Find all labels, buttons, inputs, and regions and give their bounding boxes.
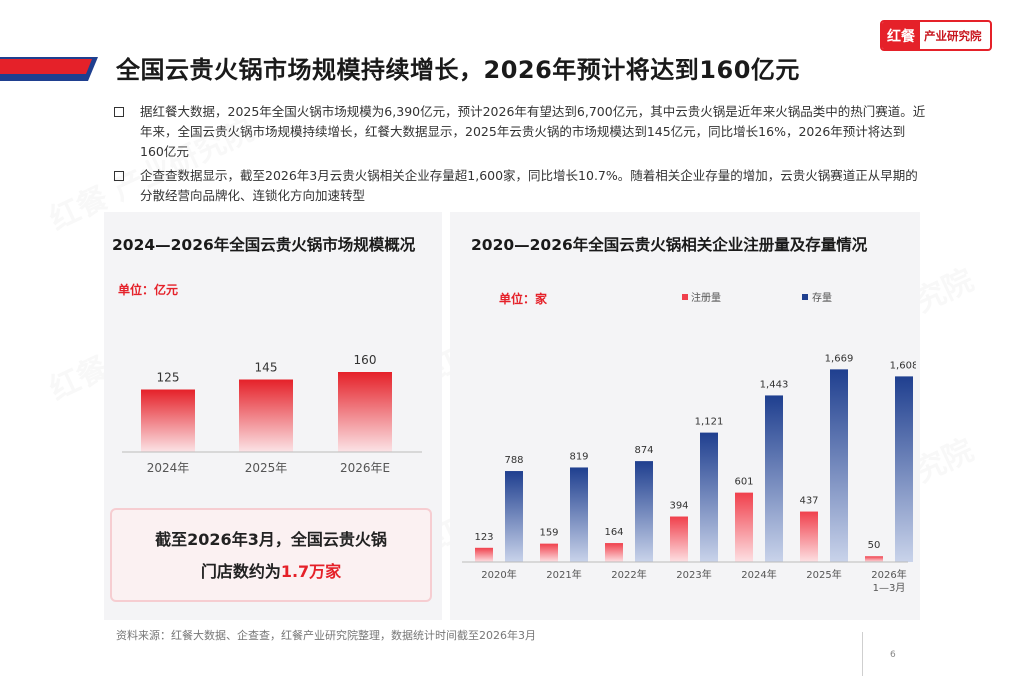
legend-stock-label: 存量: [812, 291, 832, 304]
stock-value-label: 819: [569, 451, 588, 462]
market-size-chart: 125 2024年 145 2025年 160 2026年E: [122, 353, 422, 475]
stock-bar: [765, 395, 783, 562]
registrations-value-label: 394: [669, 501, 688, 512]
bullet-text: 企查查数据显示，截至2026年3月云贵火锅相关企业存量超1,600家，同比增长1…: [140, 168, 918, 203]
market-size-value-label: 125: [157, 371, 180, 385]
registrations-bar: [670, 516, 688, 562]
callout-prefix: 门店数约为: [200, 562, 281, 581]
registrations-bar: [735, 492, 753, 562]
footer-divider: [862, 632, 863, 676]
market-size-value-label: 145: [255, 361, 278, 375]
market-size-bar: [338, 372, 392, 452]
logo-mark: 红餐: [882, 22, 920, 49]
stock-bar: [700, 432, 718, 562]
title-accent-bar: [0, 57, 98, 81]
market-size-chart-title: 2024—2026年全国云贵火锅市场规模概况: [112, 236, 416, 254]
enterprise-chart: 注册量 存量 123 788 2020年 159 819 2021年 164 874 2022年 39…: [462, 291, 916, 594]
market-size-unit: 单位：亿元: [118, 283, 179, 297]
page-number: 6: [890, 650, 896, 660]
bullet-paragraph: 据红餐大数据，2025年全国火锅市场规模为6,390亿元，预计2026年有望达到…: [114, 102, 926, 162]
registrations-value-label: 601: [734, 477, 753, 488]
stock-value-label: 1,669: [825, 353, 854, 364]
enterprise-category-sublabel: 1—3月: [873, 582, 906, 594]
stock-bar: [830, 369, 848, 562]
source-note: 资料来源：红餐大数据、企查查，红餐产业研究院整理，数据统计时间截至2026年3月: [116, 629, 536, 642]
enterprise-category-label: 2021年: [546, 568, 581, 581]
registrations-bar: [865, 556, 883, 562]
enterprise-category-label: 2020年: [481, 568, 516, 581]
stock-bar: [635, 461, 653, 562]
registrations-value-label: 50: [868, 540, 881, 551]
stock-value-label: 1,121: [695, 417, 724, 428]
stock-value-label: 1,443: [760, 379, 789, 390]
enterprise-category-label: 2022年: [611, 568, 646, 581]
legend-stock-swatch: [802, 294, 808, 300]
stock-bar: [505, 471, 523, 562]
enterprise-category-label: 2025年: [806, 568, 841, 581]
bullet-text: 据红餐大数据，2025年全国火锅市场规模为6,390亿元，预计2026年有望达到…: [140, 104, 926, 159]
market-size-bar: [141, 389, 195, 452]
bullet-paragraph: 企查查数据显示，截至2026年3月云贵火锅相关企业存量超1,600家，同比增长1…: [114, 166, 926, 206]
registrations-value-label: 123: [474, 532, 493, 543]
page-title: 全国云贵火锅市场规模持续增长，2026年预计将达到160亿元: [116, 56, 800, 84]
stock-value-label: 1,608: [890, 360, 916, 371]
enterprise-chart-title: 2020—2026年全国云贵火锅相关企业注册量及存量情况: [471, 236, 868, 254]
brand-logo: 红餐 产业研究院: [880, 20, 992, 51]
stock-value-label: 788: [504, 455, 523, 466]
enterprise-category-label: 2023年: [676, 568, 711, 581]
callout-line-1: 截至2026年3月，全国云贵火锅: [155, 530, 387, 549]
market-size-category-label: 2026年E: [340, 461, 390, 475]
registrations-bar: [475, 547, 493, 562]
bullet-square-icon: [114, 107, 124, 117]
logo-text: 产业研究院: [924, 28, 982, 43]
enterprise-category-label: 2026年: [871, 568, 906, 581]
registrations-bar: [800, 511, 818, 562]
registrations-value-label: 437: [799, 496, 818, 507]
registrations-value-label: 164: [604, 527, 623, 538]
market-size-bar: [239, 379, 293, 452]
callout-highlight-value: 1.7万家: [280, 562, 342, 581]
market-size-value-label: 160: [354, 353, 377, 367]
market-size-category-label: 2024年: [147, 461, 190, 475]
market-size-category-label: 2025年: [245, 461, 288, 475]
registrations-bar: [540, 543, 558, 562]
legend-registrations-label: 注册量: [691, 291, 721, 304]
stock-bar: [570, 467, 588, 562]
bullet-square-icon: [114, 171, 124, 181]
store-count-callout: 截至2026年3月，全国云贵火锅 门店数约为1.7万家: [110, 508, 432, 602]
callout-line-2: 门店数约为1.7万家: [112, 558, 430, 582]
registrations-bar: [605, 543, 623, 562]
enterprise-unit: 单位：家: [499, 292, 548, 306]
stock-value-label: 874: [634, 445, 653, 456]
enterprise-category-label: 2024年: [741, 568, 776, 581]
registrations-value-label: 159: [539, 528, 558, 539]
stock-bar: [895, 376, 913, 562]
legend-registrations-swatch: [682, 294, 688, 300]
